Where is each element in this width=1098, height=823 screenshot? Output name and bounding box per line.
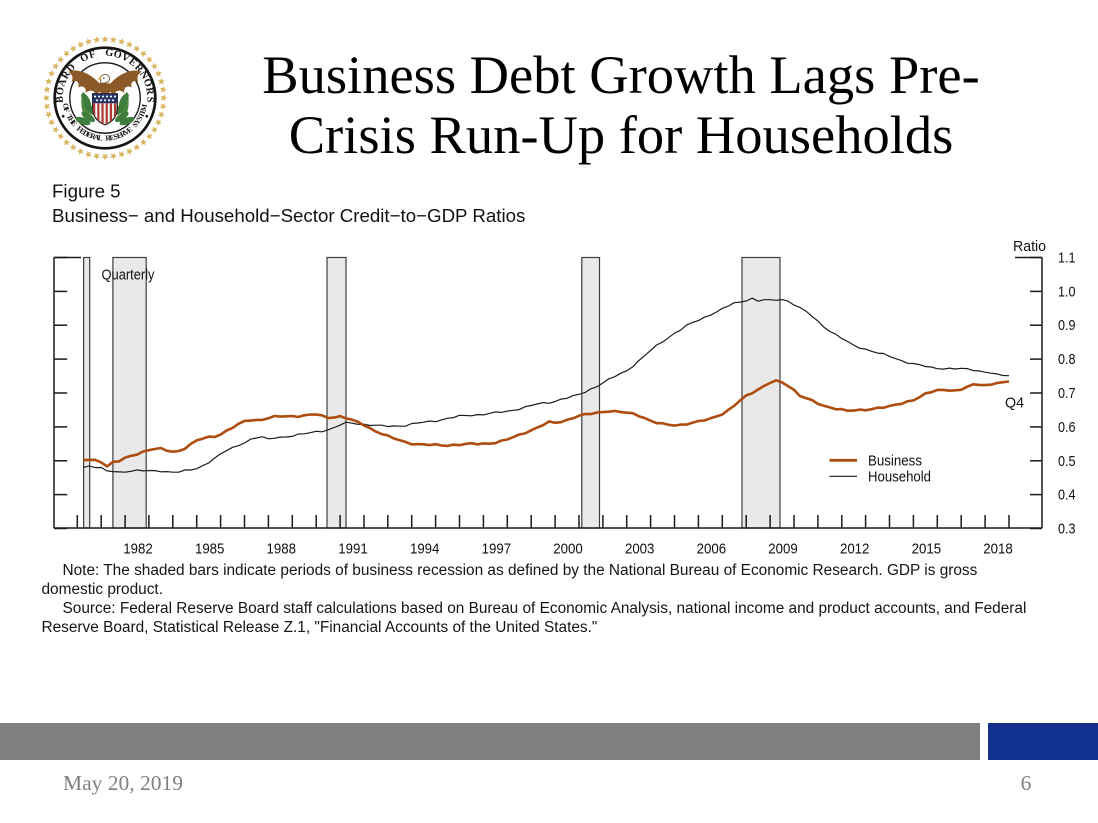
svg-text:2018: 2018 <box>983 541 1013 558</box>
svg-text:B: B <box>54 95 65 102</box>
svg-text:E: E <box>68 118 78 128</box>
svg-text:F: F <box>87 48 96 60</box>
svg-text:R: R <box>118 128 127 139</box>
svg-text:O: O <box>60 102 70 110</box>
svg-text:O: O <box>54 86 66 96</box>
svg-text:1997: 1997 <box>482 541 512 558</box>
svg-text:1988: 1988 <box>267 541 297 558</box>
svg-text:T: T <box>64 112 74 121</box>
svg-text:1985: 1985 <box>195 541 225 558</box>
svg-text:E: E <box>85 129 93 139</box>
svg-text:•: • <box>58 111 70 119</box>
svg-text:0.9: 0.9 <box>1058 317 1076 334</box>
svg-text:0.4: 0.4 <box>1058 487 1076 504</box>
svg-text:F: F <box>74 123 84 133</box>
svg-text:S: S <box>130 119 140 128</box>
svg-text:Figure 5: Figure 5 <box>52 180 121 201</box>
svg-text:•: • <box>140 112 152 120</box>
svg-text:A: A <box>93 132 101 142</box>
svg-text:0.5: 0.5 <box>1058 453 1076 470</box>
svg-text:2015: 2015 <box>912 541 942 558</box>
svg-text:2006: 2006 <box>697 541 727 558</box>
svg-text:1.0: 1.0 <box>1058 283 1076 300</box>
svg-text:E: E <box>115 130 123 140</box>
svg-text:R: R <box>105 133 112 142</box>
svg-text:D: D <box>81 127 91 138</box>
svg-text:E: E <box>77 126 86 136</box>
svg-text:A: A <box>56 77 69 88</box>
svg-text:2000: 2000 <box>553 541 583 558</box>
svg-text:S: S <box>112 131 118 141</box>
svg-text:Quarterly: Quarterly <box>102 267 155 284</box>
svg-text:0.3: 0.3 <box>1058 521 1076 538</box>
svg-text:0.7: 0.7 <box>1058 385 1076 402</box>
svg-text:R: R <box>88 131 96 141</box>
svg-text:1982: 1982 <box>123 541 153 558</box>
svg-text:Ratio: Ratio <box>1013 238 1046 255</box>
svg-text:V: V <box>121 126 131 137</box>
svg-text:2009: 2009 <box>768 541 798 558</box>
svg-text:E: E <box>137 107 147 115</box>
svg-text:2003: 2003 <box>625 541 655 558</box>
svg-text:F: F <box>61 106 71 113</box>
svg-text:H: H <box>66 115 77 125</box>
svg-text:1994: 1994 <box>410 541 440 558</box>
svg-text:Business: Business <box>868 452 922 469</box>
svg-text:O: O <box>140 77 153 88</box>
svg-text:S: S <box>144 96 155 102</box>
svg-text:S: S <box>134 114 144 122</box>
svg-text:Business− and Household−Sector: Business− and Household−Sector Credit−to… <box>52 205 525 226</box>
svg-text:T: T <box>136 110 146 118</box>
svg-text:G: G <box>104 47 113 59</box>
svg-text:Q4: Q4 <box>1005 395 1024 412</box>
svg-text:R: R <box>143 86 155 96</box>
svg-text:E: E <box>108 132 115 142</box>
svg-text:0.6: 0.6 <box>1058 419 1076 436</box>
svg-text:2012: 2012 <box>840 541 870 558</box>
svg-text:1991: 1991 <box>338 541 368 558</box>
svg-text:M: M <box>138 103 148 112</box>
svg-text:Household: Household <box>868 468 931 485</box>
svg-text:E: E <box>124 124 133 134</box>
svg-text:L: L <box>97 133 103 143</box>
svg-text:Y: Y <box>132 116 143 126</box>
svg-text:1.1: 1.1 <box>1058 250 1076 267</box>
svg-text:O: O <box>112 48 123 61</box>
svg-text:0.8: 0.8 <box>1058 351 1076 368</box>
